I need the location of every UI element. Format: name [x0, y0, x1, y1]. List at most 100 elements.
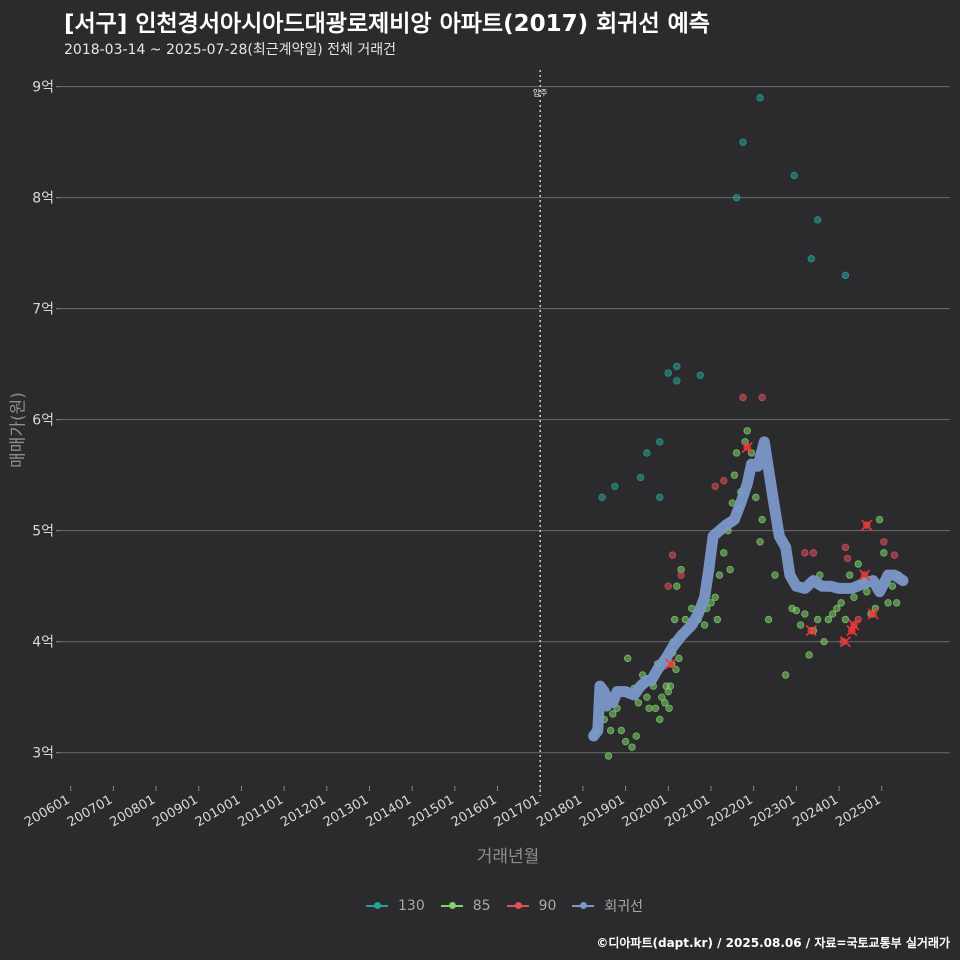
y-tick-label: 9억 — [32, 80, 54, 96]
point-130 — [598, 493, 606, 502]
x-tick-label: 200801 — [108, 792, 158, 830]
x-tick-label: 201501 — [406, 792, 456, 830]
point-85 — [833, 604, 841, 613]
point-90 — [841, 543, 850, 552]
x-tick-label: 201701 — [492, 792, 542, 830]
point-130 — [673, 377, 681, 385]
point-130 — [656, 493, 664, 502]
x-tick-label: 201901 — [577, 792, 627, 830]
x-tick-label: 201601 — [449, 792, 499, 830]
point-85 — [645, 704, 653, 712]
x-tick-label: 200601 — [22, 792, 72, 830]
chart-title: [서구] 인천경서아시아드대광로제비앙 아파트(2017) 회귀선 예측 — [64, 11, 710, 37]
y-tick-label: 3억 — [32, 746, 54, 762]
highlight-marker — [664, 658, 676, 670]
x-tick-label: 202101 — [662, 792, 712, 830]
point-85 — [850, 593, 858, 601]
point-90 — [854, 615, 862, 624]
point-85 — [732, 449, 741, 457]
x-tick-label: 201301 — [321, 792, 371, 830]
point-85 — [715, 571, 724, 579]
point-85 — [824, 615, 833, 624]
x-tick-label: 202501 — [833, 792, 883, 830]
point-85 — [805, 651, 813, 659]
highlight-marker — [859, 569, 871, 581]
point-85 — [841, 615, 850, 624]
point-85 — [673, 582, 681, 590]
point-130 — [739, 138, 747, 146]
point-85 — [884, 599, 892, 607]
highlight-stroke — [867, 608, 879, 620]
point-85 — [845, 571, 854, 579]
point-85 — [665, 704, 673, 712]
point-85 — [792, 606, 801, 615]
legend-label-85: 85 — [472, 898, 491, 914]
point-85 — [711, 593, 719, 601]
x-tick-label: 201401 — [364, 792, 414, 830]
point-130 — [807, 255, 815, 263]
point-85 — [666, 682, 675, 690]
point-90 — [809, 549, 818, 557]
point-130 — [756, 94, 764, 102]
move-in-label: 입주 — [533, 89, 548, 98]
point-85 — [837, 599, 845, 607]
point-85 — [801, 610, 809, 618]
x-tick-label: 201001 — [193, 792, 243, 830]
point-90 — [890, 551, 899, 559]
point-130 — [643, 449, 651, 457]
y-tick-label: 6억 — [32, 413, 54, 429]
point-85 — [764, 615, 773, 624]
highlight-marker — [867, 608, 879, 620]
highlight-stroke — [805, 625, 817, 637]
point-85 — [670, 615, 679, 624]
y-tick-label: 5억 — [32, 524, 54, 540]
point-130 — [636, 473, 645, 482]
point-90 — [801, 549, 809, 557]
point-85 — [892, 599, 901, 607]
point-85 — [726, 565, 734, 574]
highlight-marker — [741, 441, 753, 453]
highlight-stroke — [839, 636, 851, 648]
point-85 — [863, 588, 871, 596]
point-85 — [606, 726, 615, 735]
point-85 — [880, 549, 888, 557]
highlight-marker — [839, 636, 851, 648]
legend-key-130 — [364, 896, 390, 916]
legend-label-130: 130 — [398, 898, 425, 914]
point-130 — [656, 438, 664, 446]
legend-item-85: 85 — [439, 896, 491, 916]
point-85 — [820, 637, 828, 646]
x-tick-label: 202301 — [748, 792, 798, 830]
chart-subtitle: 2018-03-14 ~ 2025-07-28(최근계약일) 전체 거래건 — [64, 42, 396, 58]
point-85 — [813, 615, 822, 624]
legend-key-regression — [570, 896, 596, 916]
legend-item-90: 90 — [505, 896, 557, 916]
legend-key-85 — [439, 896, 465, 916]
legend-label-90: 90 — [538, 898, 557, 914]
point-85 — [656, 715, 664, 724]
point-85 — [756, 538, 764, 546]
point-90 — [664, 582, 672, 590]
point-85 — [700, 621, 709, 629]
y-tick-label: 4억 — [32, 635, 54, 651]
point-130 — [813, 216, 822, 224]
point-90 — [677, 571, 685, 579]
point-90 — [880, 538, 888, 546]
point-130 — [790, 171, 798, 180]
point-85 — [604, 752, 613, 760]
point-85 — [643, 693, 651, 701]
point-90 — [758, 393, 766, 402]
point-85 — [624, 654, 632, 663]
point-85 — [634, 699, 643, 707]
point-90 — [739, 393, 747, 402]
highlight-stroke — [848, 619, 860, 631]
x-tick-label: 200901 — [150, 792, 200, 830]
point-130 — [673, 362, 681, 371]
point-85 — [758, 515, 766, 524]
point-90 — [720, 477, 728, 485]
point-85 — [888, 582, 897, 590]
point-85 — [609, 710, 617, 718]
x-tick-label: 202401 — [791, 792, 841, 830]
point-85 — [781, 671, 790, 679]
point-85 — [713, 615, 722, 624]
